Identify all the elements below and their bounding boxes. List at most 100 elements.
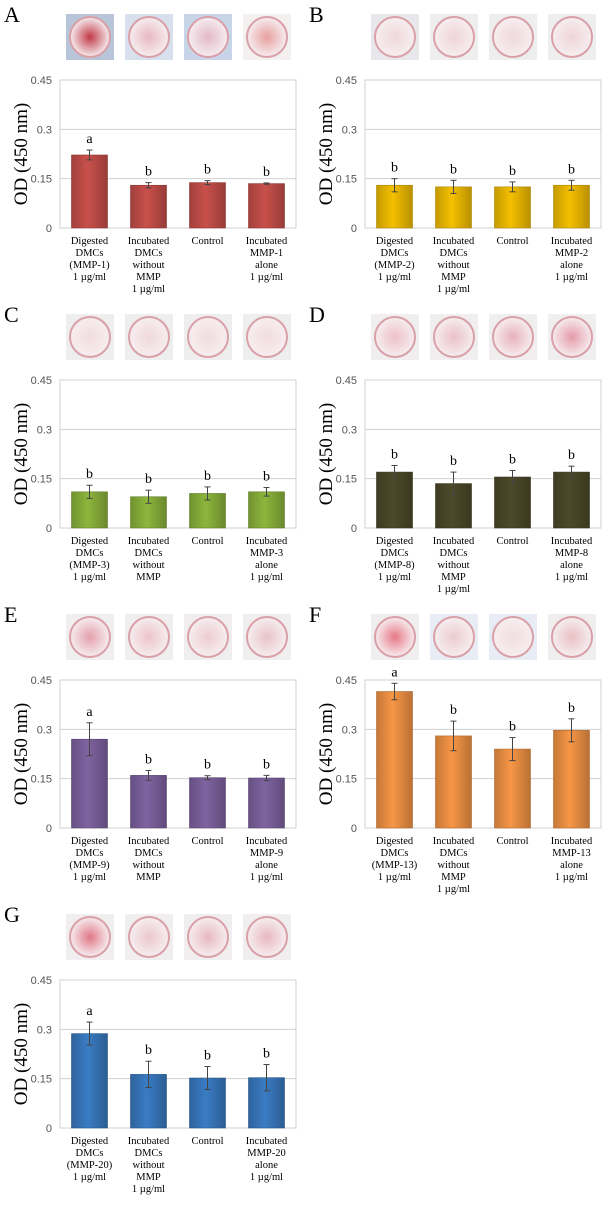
significance-letter: b [450, 454, 457, 469]
x-category-label: Incubated DMCs without MMP 1 µg/ml [127, 236, 170, 295]
y-tick-label: 0 [46, 1123, 52, 1135]
significance-letter: b [568, 701, 575, 716]
y-axis-label: OD (450 nm) [11, 1003, 32, 1105]
y-tick-label: 0.45 [336, 675, 357, 687]
stain-dish-image [547, 614, 596, 660]
y-tick-label: 0.45 [31, 675, 52, 687]
y-tick-label: 0.15 [31, 474, 52, 486]
x-category-label: Digested DMCs (MMP-1) 1 µg/ml [69, 236, 110, 283]
stain-dish-image [65, 314, 114, 360]
stain-dish-image [124, 14, 173, 60]
stain-dish-image [488, 14, 537, 60]
panel-e: E 0 0.15 0.3 0.45 OD (450 nm) a b b b Digested DMC… [0, 600, 305, 900]
x-category-label: Incubated MMP-1 alone 1 µg/ml [245, 236, 288, 283]
panel-b: B 0 0.15 0.3 0.45 OD (450 nm) b b b b Digested DMC… [305, 0, 610, 300]
y-tick-label: 0.15 [336, 174, 357, 186]
bar [376, 471, 413, 529]
significance-letter: b [204, 469, 211, 484]
significance-letter: a [391, 665, 398, 680]
significance-letter: a [86, 705, 93, 720]
y-tick-label: 0 [351, 823, 357, 835]
y-tick-label: 0.3 [37, 424, 52, 436]
x-category-label: Control [496, 236, 529, 247]
stain-dish-image [124, 614, 173, 660]
bar [248, 777, 285, 829]
significance-letter: b [263, 757, 270, 772]
bar-chart: 0 0.15 0.3 0.45 OD (450 nm) b b b b [11, 375, 297, 535]
stain-dish-image [370, 14, 419, 60]
x-category-label: Control [191, 236, 224, 247]
y-tick-label: 0.3 [342, 124, 357, 136]
x-category-label: Control [191, 836, 224, 847]
panel-letter: B [309, 2, 324, 27]
y-axis-label: OD (450 nm) [316, 103, 337, 205]
x-category-label: Digested DMCs (MMP-20) 1 µg/ml [66, 1136, 113, 1183]
x-category-label: Incubated MMP-13 alone 1 µg/ml [550, 836, 593, 883]
significance-letter: b [450, 703, 457, 718]
bar [494, 186, 531, 229]
panel-c: C 0 0.15 0.3 0.45 OD (450 nm) b b b b Digested DMC… [0, 300, 305, 600]
significance-letter: b [204, 758, 211, 773]
panel-d: D 0 0.15 0.3 0.45 OD (450 nm) b b b b Digested DMC… [305, 300, 610, 600]
significance-letter: b [509, 452, 516, 467]
y-tick-label: 0.3 [37, 124, 52, 136]
panel-a: A 0 0.15 0.3 0.45 OD (450 nm) a b b b Digested DMC… [0, 0, 305, 300]
x-category-label: Incubated DMCs without MMP [127, 836, 170, 883]
bar-chart: 0 0.15 0.3 0.45 OD (450 nm) a b b b [316, 665, 602, 835]
x-category-label: Incubated DMCs without MMP [127, 536, 170, 583]
y-tick-label: 0.3 [342, 424, 357, 436]
significance-letter: b [263, 165, 270, 180]
stain-dish-image [370, 314, 419, 360]
y-axis-label: OD (450 nm) [316, 403, 337, 505]
stain-dish-image [488, 614, 537, 660]
x-category-label: Control [496, 836, 529, 847]
stain-dish-image [370, 614, 419, 660]
x-category-label: Incubated DMCs without MMP 1 µg/ml [127, 1136, 170, 1195]
y-tick-label: 0.3 [342, 724, 357, 736]
significance-letter: b [263, 470, 270, 485]
x-category-label: Incubated DMCs without MMP 1 µg/ml [432, 536, 475, 595]
bar [553, 471, 590, 529]
y-tick-label: 0 [351, 523, 357, 535]
significance-letter: b [145, 1043, 152, 1058]
bar-chart: 0 0.15 0.3 0.45 OD (450 nm) a b b b [11, 975, 297, 1135]
stain-dish-image [183, 614, 232, 660]
stain-dish-image [242, 14, 291, 60]
x-category-label: Incubated MMP-3 alone 1 µg/ml [245, 536, 288, 583]
bar [376, 184, 413, 229]
panel-letter: A [4, 2, 20, 27]
stain-dish-image [429, 614, 478, 660]
bar [189, 182, 226, 229]
y-tick-label: 0.45 [336, 375, 357, 387]
significance-letter: a [86, 1004, 93, 1019]
x-category-label: Control [496, 536, 529, 547]
y-tick-label: 0.45 [336, 75, 357, 87]
stain-dish-image [488, 314, 537, 360]
panel-letter: F [309, 602, 322, 627]
bar-chart: 0 0.15 0.3 0.45 OD (450 nm) b b b b [316, 375, 602, 535]
bar-chart: 0 0.15 0.3 0.45 OD (450 nm) a b b b [11, 675, 297, 835]
bar [553, 730, 590, 829]
y-tick-label: 0.45 [31, 975, 52, 987]
stain-dish-image [242, 614, 291, 660]
panel-g: G 0 0.15 0.3 0.45 OD (450 nm) a b b b Digested DMC… [0, 900, 305, 1200]
stain-dish-image [124, 914, 173, 960]
stain-dish-image [183, 14, 232, 60]
significance-letter: b [568, 162, 575, 177]
x-category-label: Incubated MMP-2 alone 1 µg/ml [550, 236, 593, 283]
significance-letter: b [568, 448, 575, 463]
y-axis-label: OD (450 nm) [11, 703, 32, 805]
bar [494, 476, 531, 529]
panel-letter: E [4, 602, 18, 627]
bar [376, 691, 413, 829]
x-category-label: Control [191, 1136, 224, 1147]
stain-dish-image [183, 314, 232, 360]
y-axis-label: OD (450 nm) [11, 103, 32, 205]
x-category-label: Digested DMCs (MMP-9) 1 µg/ml [69, 836, 110, 883]
bar [71, 154, 108, 229]
bar [248, 183, 285, 229]
y-tick-label: 0.45 [31, 75, 52, 87]
x-category-label: Digested DMCs (MMP-3) 1 µg/ml [69, 536, 110, 583]
y-tick-label: 0 [46, 823, 52, 835]
stain-dish-image [547, 14, 596, 60]
